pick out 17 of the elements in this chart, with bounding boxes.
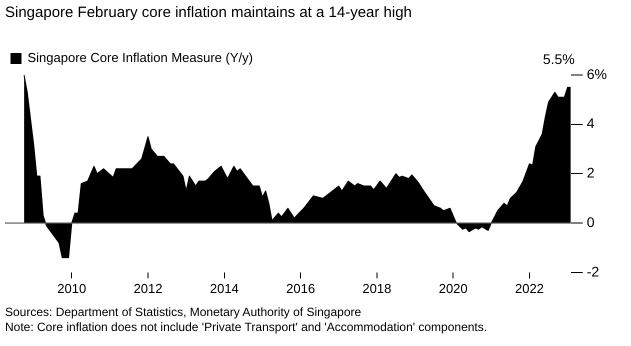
text: Note: Core inflation does not include 'Private Transport' and 'Accommodation' components. [5, 320, 488, 335]
y-tick-label: 4 [586, 115, 595, 132]
chart-title: Singapore February core inflation maintains at a 14-year high [5, 4, 412, 21]
x-tick-label: 2010 [57, 280, 86, 296]
x-tick-label: 2016 [286, 280, 316, 296]
x-tick-label: 2018 [362, 280, 392, 296]
x-tick-label: 2020 [438, 280, 468, 296]
y-tick-label: 2 [586, 164, 595, 181]
x-tick-label: 2012 [134, 280, 162, 296]
legend-label: Singapore Core Inflation Measure (Y/y) [28, 50, 253, 66]
source-note: Sources: Department of Statistics, Monetary Authority of Singapore [5, 305, 362, 320]
x-tick-label: 2022 [514, 280, 544, 296]
y-tick-label: -2 [586, 263, 600, 280]
y-tick-label: 0 [586, 214, 595, 230]
y-tick-label: 6% [586, 66, 607, 82]
x-tick-label: 2014 [210, 280, 239, 296]
annotation: 5.5% [542, 51, 575, 68]
